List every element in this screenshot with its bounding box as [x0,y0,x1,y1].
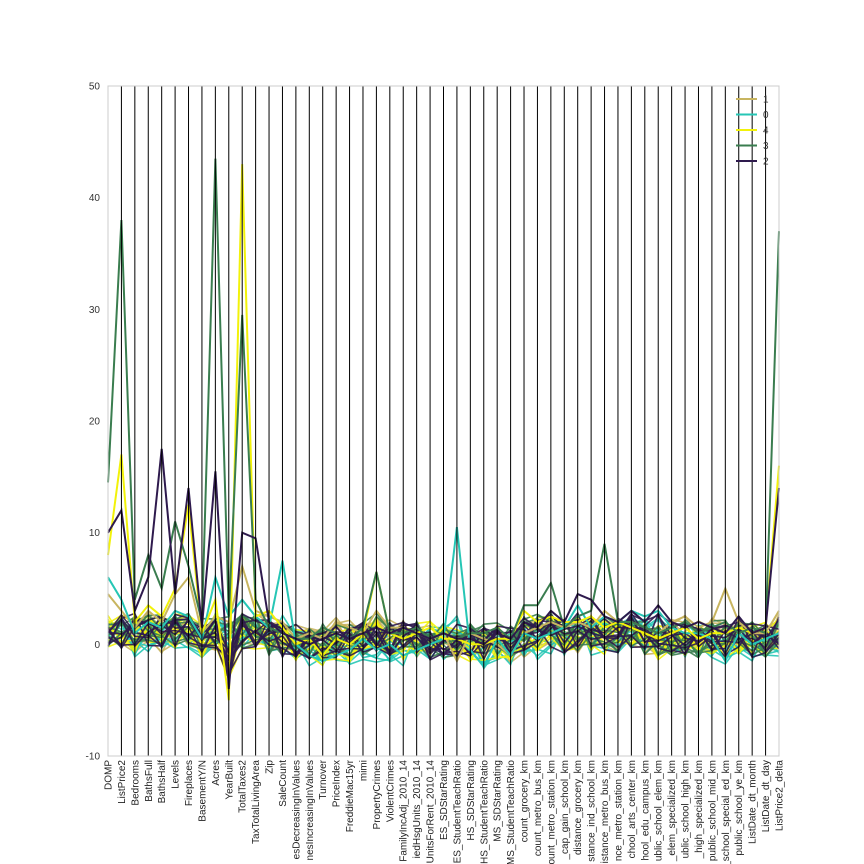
x-axis-label: ListPrice2 [117,760,128,804]
legend-label: 3 [763,141,769,152]
y-tick-label: 0 [94,640,100,651]
x-axis-label: public_school_ye_km [734,760,745,856]
x-axis-label: mimi [358,760,369,781]
x-axis-label: count_metro_station_km [546,760,557,864]
x-axis-label: ublic_school_high_km [681,760,692,858]
x-axis-label: Fireplaces [184,760,195,806]
y-tick-label: 30 [89,305,101,316]
x-axis-label: UnitsForRent_2010_14 [426,760,437,864]
x-axis-label: public_school_special_ed_km [721,760,732,864]
x-axis-label: BathsFull [144,760,155,802]
x-axis-label: Bedrooms [130,760,141,806]
x-axis-label: PropertyCrimes [372,760,383,829]
x-axis-label: MS_SDStarRating [493,760,504,842]
x-axis-label: Zip [265,760,276,774]
x-axis-label: ListDate_dt_month [748,760,759,844]
x-axis-label: PriceIndex [332,760,343,807]
x-axis-label: count_grocery_km [520,760,531,842]
x-axis-label: _elem_specialized_km [667,760,678,862]
y-tick-label: 50 [89,82,101,93]
x-axis-label: istance_metro_bus_km [600,760,611,863]
x-axis-label: FamilyIncAdj_2010_14 [399,760,410,862]
x-axis-label: hool_edu_campus_km [640,760,651,861]
x-axis-label: ES_SDStarRating [439,760,450,840]
x-axis-label: chool_arts_center_km [627,760,638,858]
x-axis-label: iedHsgUnits_2010_14 [412,760,423,859]
x-axis-label: distance_grocery_km [573,760,584,855]
legend: 1 0 4 3 2 [736,95,769,168]
x-axis-labels: DOMP ListPrice2 Bedrooms BathsFull BathsHalf… [104,759,786,864]
x-axis-label: public_school_mid_km [707,760,718,861]
x-axis-label: DOMP [104,760,115,790]
x-axis-label: Levels [171,760,182,789]
x-axis-label: ListDate_dt_day [761,760,772,832]
x-axis-label: YearBuilt [224,760,235,800]
x-axis-label: SaleCount [278,760,289,807]
plot-frame [107,85,780,757]
x-axis-label: BathsHalf [157,760,168,804]
x-axis-label: FreddieMac15yr [345,759,356,832]
y-tick-label: -10 [86,752,101,763]
x-axis-label: _high_specialized_km [694,760,705,859]
y-tick-label: 40 [89,193,101,204]
x-axis-label: MS_StudentTeachRatio [506,760,517,864]
legend-label: 2 [763,157,769,168]
x-axis-label: HS_SDStarRating [466,760,477,841]
x-axis-label: ES_StudentTeachRatio [452,760,463,864]
x-axis-label: stance_ind_school_km [587,760,598,862]
x-axis-label: Turnover [318,759,329,799]
x-axis-label: nesIncreasingInValues [305,760,316,860]
x-axis-label: esDecreasingInValues [291,760,302,859]
x-axis-label: ublic_school_elem_km [654,760,665,861]
y-tick-labels: -10 0 10 20 30 40 50 [86,82,101,763]
x-axis-label: _cap_gain_school_km [560,760,571,861]
x-axis-label: ListPrice2_delta [775,760,786,832]
x-axis-label: TaxTotalLivingArea [251,760,262,844]
x-axis-label: Acres [211,760,222,786]
x-axis-label: HS_StudentTeachRatio [479,760,490,864]
x-axis-label: count_metro_bus_km [533,760,544,856]
y-tick-label: 10 [89,528,101,539]
legend-label: 4 [763,126,769,137]
x-axis-label: TotalTaxes2 [238,760,249,813]
legend-label: 1 [763,95,769,106]
x-axis-label: ViolentCrimes [385,760,396,822]
x-axis-label: nce_metro_station_km [613,760,624,861]
x-axis-label: BasementY/N [197,760,208,822]
legend-label: 0 [763,110,769,121]
y-tick-label: 20 [89,417,101,428]
